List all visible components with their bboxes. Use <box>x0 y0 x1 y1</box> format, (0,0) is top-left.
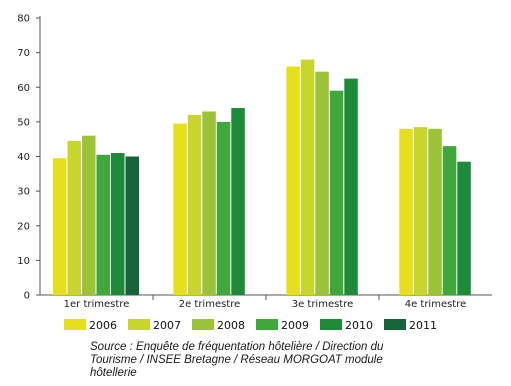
y-tick-label: 80 <box>17 14 30 25</box>
y-tick-label: 0 <box>24 291 30 302</box>
legend-label-2008: 2008 <box>217 319 245 332</box>
legend-swatch-2010 <box>320 319 342 330</box>
source-note: Source : Enquête de fréquentation hôteli… <box>90 341 384 379</box>
bar-2006-3 <box>286 66 300 295</box>
y-tick-label: 20 <box>17 221 30 232</box>
bar-2007-3 <box>300 59 315 295</box>
bar-2010-3 <box>344 78 358 295</box>
legend-swatch-2009 <box>256 319 278 330</box>
legend-label-2011: 2011 <box>409 319 437 332</box>
bar-2009-3 <box>329 90 344 295</box>
bar-2010-2 <box>231 108 245 295</box>
legend-swatch-2007 <box>128 319 150 330</box>
bar-2008-4 <box>428 128 442 295</box>
bar-2006-4 <box>399 128 413 295</box>
bar-2007-1 <box>67 140 81 295</box>
legend-label-2010: 2010 <box>345 319 373 332</box>
legend-label-2009: 2009 <box>281 319 309 332</box>
bar-2011-1 <box>125 156 139 295</box>
y-tick-label: 40 <box>17 152 30 163</box>
bar-2007-2 <box>187 114 202 296</box>
x-category-label: 1er trimestre <box>64 299 130 310</box>
y-tick-label: 60 <box>17 83 30 94</box>
x-category-label: 4e trimestre <box>405 299 467 310</box>
bar-2008-2 <box>202 111 216 295</box>
legend-label-2007: 2007 <box>153 319 181 332</box>
bar-2006-1 <box>53 158 67 295</box>
bar-2009-1 <box>96 154 110 295</box>
legend-swatch-2011 <box>384 319 406 330</box>
y-tick-label: 30 <box>17 187 30 198</box>
bar-2006-2 <box>173 123 187 295</box>
bar-2008-3 <box>315 71 329 295</box>
x-category-label: 3e trimestre <box>292 299 354 310</box>
bar-2009-4 <box>442 146 457 295</box>
legend-swatch-2008 <box>192 319 214 330</box>
x-category-label: 2e trimestre <box>179 299 241 310</box>
bar-2009-2 <box>216 121 231 296</box>
y-tick-label: 70 <box>17 48 30 59</box>
bar-2010-1 <box>111 153 125 295</box>
y-tick-label: 50 <box>17 117 30 128</box>
legend-label-2006: 2006 <box>89 319 117 332</box>
bar-2010-4 <box>457 161 471 295</box>
y-tick-label: 10 <box>17 256 30 267</box>
bar-2007-4 <box>413 127 428 295</box>
legend-swatch-2006 <box>64 319 86 330</box>
bar-2008-1 <box>82 135 96 295</box>
